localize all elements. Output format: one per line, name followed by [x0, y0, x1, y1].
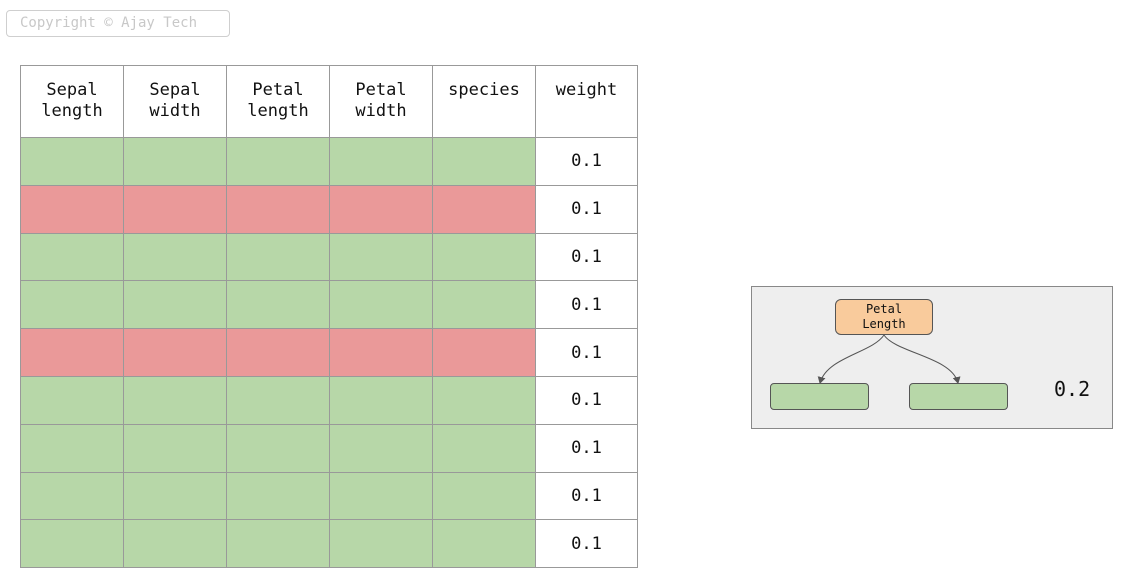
- table-row: 0.1: [20, 184, 638, 234]
- weight-cell: 0.1: [535, 423, 638, 473]
- weight-cell: 0.1: [535, 280, 638, 330]
- feature-cell-incorrect: [123, 184, 227, 234]
- weight-cell: 0.1: [535, 519, 638, 569]
- feature-cell-correct: [226, 280, 330, 330]
- feature-cell-correct: [329, 471, 433, 521]
- weight-cell: 0.1: [535, 328, 638, 377]
- feature-cell-correct: [226, 375, 330, 425]
- header-weight: weight: [535, 65, 638, 138]
- feature-cell-correct: [329, 232, 433, 282]
- weight-cell: 0.1: [535, 184, 638, 234]
- weight-cell: 0.1: [535, 137, 638, 186]
- feature-cell-correct: [432, 471, 536, 521]
- feature-cell-correct: [123, 423, 227, 473]
- decision-stump-panel: Petal Length 0.2: [751, 286, 1113, 429]
- feature-cell-correct: [123, 375, 227, 425]
- feature-cell-correct: [329, 280, 433, 330]
- feature-cell-correct: [329, 519, 433, 569]
- feature-cell-correct: [432, 280, 536, 330]
- feature-cell-correct: [20, 232, 124, 282]
- header-line: Sepal: [46, 80, 98, 100]
- feature-cell-correct: [432, 423, 536, 473]
- header-petal-length: Petal length: [226, 65, 330, 138]
- table-row: 0.1: [20, 232, 638, 282]
- feature-cell-correct: [20, 423, 124, 473]
- header-line: species: [448, 80, 520, 100]
- feature-cell-correct: [123, 280, 227, 330]
- header-line: weight: [555, 80, 618, 100]
- table-row: 0.1: [20, 137, 638, 186]
- left-branch-arrow: [817, 334, 885, 384]
- feature-cell-correct: [226, 519, 330, 569]
- table-row: 0.1: [20, 471, 638, 521]
- stump-leaf-right: [909, 383, 1008, 410]
- table-row: 0.1: [20, 328, 638, 377]
- stump-leaf-left: [770, 383, 869, 410]
- feature-cell-correct: [20, 280, 124, 330]
- feature-cell-correct: [20, 519, 124, 569]
- feature-cell-correct: [329, 375, 433, 425]
- feature-cell-correct: [20, 137, 124, 186]
- feature-cell-incorrect: [432, 328, 536, 377]
- root-node-label: Petal: [865, 302, 903, 316]
- feature-cell-incorrect: [226, 184, 330, 234]
- header-line: Petal: [355, 80, 407, 100]
- table-row: 0.1: [20, 280, 638, 330]
- feature-cell-correct: [226, 471, 330, 521]
- feature-cell-correct: [226, 423, 330, 473]
- feature-cell-incorrect: [20, 184, 124, 234]
- header-petal-width: Petal width: [329, 65, 433, 138]
- header-species: species: [432, 65, 536, 138]
- data-table: Sepal length Sepal width Petal length Pe…: [20, 65, 638, 569]
- feature-cell-incorrect: [226, 328, 330, 377]
- header-sepal-width: Sepal width: [123, 65, 227, 138]
- feature-cell-correct: [329, 137, 433, 186]
- feature-cell-correct: [123, 232, 227, 282]
- header-line: Petal: [252, 80, 304, 100]
- table-row: 0.1: [20, 375, 638, 425]
- feature-cell-correct: [226, 232, 330, 282]
- stump-root-node: Petal Length: [835, 299, 933, 335]
- feature-cell-incorrect: [123, 328, 227, 377]
- feature-cell-correct: [20, 471, 124, 521]
- table-header-row: Sepal length Sepal width Petal length Pe…: [20, 65, 638, 138]
- header-sepal-length: Sepal length: [20, 65, 124, 138]
- header-line: width: [355, 101, 407, 121]
- feature-cell-correct: [123, 519, 227, 569]
- feature-cell-correct: [329, 423, 433, 473]
- weight-cell: 0.1: [535, 471, 638, 521]
- copyright-label: Copyright © Ajay Tech: [6, 10, 230, 37]
- feature-cell-correct: [432, 137, 536, 186]
- stump-weight: 0.2: [1054, 377, 1091, 401]
- header-line: width: [149, 101, 201, 121]
- header-line: length: [41, 101, 103, 121]
- feature-cell-incorrect: [432, 184, 536, 234]
- weight-cell: 0.1: [535, 232, 638, 282]
- feature-cell-incorrect: [329, 184, 433, 234]
- root-node-label: Length: [862, 317, 906, 331]
- feature-cell-correct: [226, 137, 330, 186]
- feature-cell-correct: [432, 375, 536, 425]
- header-line: length: [247, 101, 309, 121]
- feature-cell-correct: [20, 375, 124, 425]
- table-row: 0.1: [20, 519, 638, 569]
- table-row: 0.1: [20, 423, 638, 473]
- feature-cell-correct: [432, 232, 536, 282]
- header-line: Sepal: [149, 80, 201, 100]
- feature-cell-correct: [123, 137, 227, 186]
- right-branch-arrow: [883, 334, 961, 384]
- feature-cell-incorrect: [329, 328, 433, 377]
- feature-cell-correct: [432, 519, 536, 569]
- feature-cell-correct: [123, 471, 227, 521]
- stump-edges: [817, 334, 961, 384]
- feature-cell-incorrect: [20, 328, 124, 377]
- table-body: 0.1 0.1 0.1 0.1 0.1 0.1 0.1 0.1 0.1: [20, 137, 638, 569]
- weight-cell: 0.1: [535, 375, 638, 425]
